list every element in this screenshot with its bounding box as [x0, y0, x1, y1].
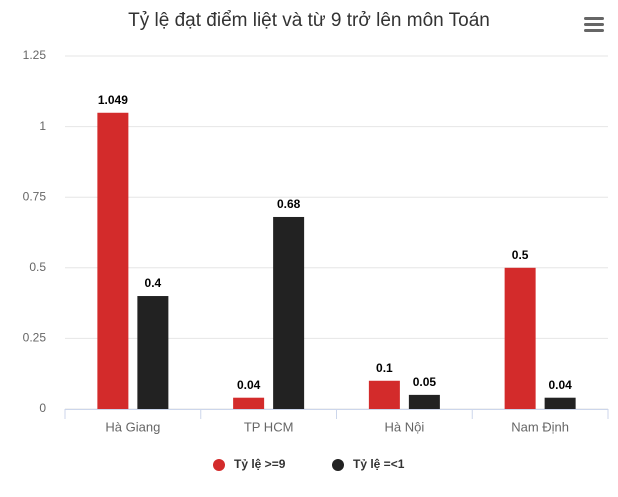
y-tick-label: 0.25 — [23, 331, 47, 345]
y-tick-label: 0 — [39, 401, 46, 415]
bar — [408, 394, 440, 409]
data-label: 0.5 — [512, 248, 529, 262]
data-label: 0.1 — [376, 361, 393, 375]
bar — [97, 112, 129, 410]
x-tick-label: TP HCM — [244, 419, 294, 434]
bar — [368, 380, 400, 409]
x-tick-label: Nam Định — [511, 419, 569, 434]
x-tick-label: Hà Giang — [105, 419, 160, 434]
data-label: 0.68 — [277, 197, 301, 211]
data-label: 0.4 — [145, 276, 162, 290]
menu-button[interactable] — [584, 17, 604, 32]
data-label: 0.04 — [548, 378, 572, 392]
bar — [233, 397, 265, 409]
menu-bar — [584, 29, 604, 32]
data-label: 1.049 — [98, 93, 128, 107]
legend-label: Tỷ lệ >=9 — [234, 457, 286, 471]
x-tick-label: Hà Nội — [385, 419, 425, 434]
bar — [544, 397, 576, 409]
y-tick-label: 0.5 — [29, 260, 46, 274]
bar — [137, 296, 169, 409]
chart-title: Tỷ lệ đạt điểm liệt và từ 9 trở lên môn … — [128, 10, 490, 31]
legend-symbol — [213, 459, 225, 471]
bar — [504, 267, 536, 409]
data-label: 0.05 — [413, 375, 437, 389]
y-tick-label: 1 — [39, 119, 46, 133]
y-tick-label: 1.25 — [23, 48, 47, 62]
legend-label: Tỷ lệ =<1 — [353, 457, 405, 471]
y-tick-label: 0.75 — [23, 189, 47, 203]
legend-symbol — [332, 459, 344, 471]
menu-bar — [584, 17, 604, 20]
menu-bar — [584, 23, 604, 26]
data-label: 0.04 — [237, 378, 261, 392]
bar — [273, 216, 305, 409]
